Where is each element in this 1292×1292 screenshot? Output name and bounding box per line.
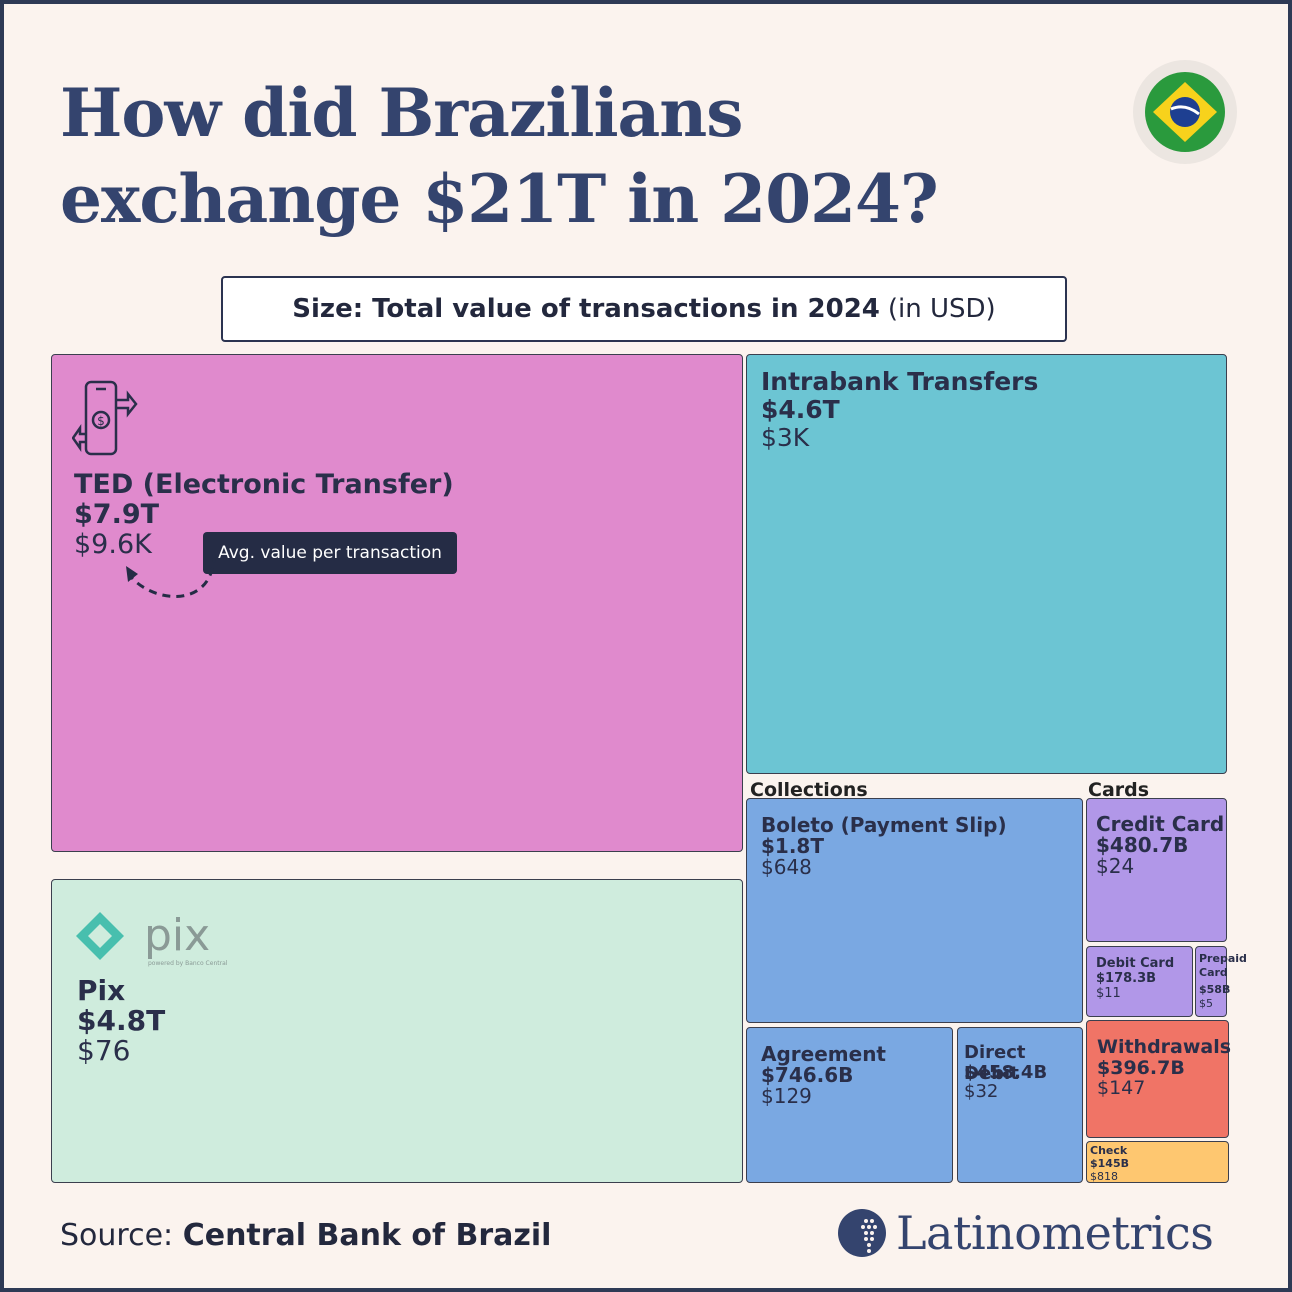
tile-avg-value: $9.6K: [74, 529, 152, 560]
tile-name: Direct Debit: [964, 1042, 1026, 1084]
tile-avg-value: $11: [1096, 986, 1121, 1001]
chart-title: How did Brazilians exchange $21T in 2024…: [60, 70, 1060, 242]
tile-value: $4.6T: [761, 395, 840, 424]
tile-avg-value: $648: [761, 855, 812, 879]
source-line: Source: Central Bank of Brazil: [60, 1218, 551, 1253]
treemap-tile-pix: Pix $4.8T $76: [51, 879, 743, 1183]
tile-value: $178.3B: [1096, 971, 1157, 986]
brand-logo: Latinometrics: [836, 1206, 1214, 1260]
brazil-flag-icon: [1133, 60, 1237, 164]
mobile-transfer-icon: $: [72, 380, 138, 456]
tile-name: Prepaid Card: [1199, 952, 1247, 979]
tile-value: $145B: [1090, 1157, 1129, 1170]
tile-avg-value: $32: [964, 1081, 999, 1102]
tile-avg-value: $3K: [761, 423, 810, 452]
tile-value: $458.4B: [964, 1062, 1048, 1083]
tile-value: $4.8T: [77, 1004, 166, 1037]
tile-avg-value: $5: [1199, 997, 1213, 1010]
treemap-tile-agreement: Agreement $746.6B $129: [746, 1027, 953, 1183]
tile-name: Credit Card: [1096, 812, 1225, 836]
brand-name: Latinometrics: [896, 1206, 1214, 1260]
tile-value: $746.6B: [761, 1063, 854, 1087]
pix-logo-text: pix: [144, 910, 210, 961]
group-label-collections: Collections: [750, 779, 868, 801]
tile-value: $58B: [1199, 983, 1231, 996]
source-label: Source:: [60, 1218, 174, 1253]
tile-name: Check: [1090, 1144, 1128, 1157]
tile-name: Debit Card: [1096, 956, 1175, 971]
chart-title-line-1: How did Brazilians: [60, 74, 743, 152]
source-name: Central Bank of Brazil: [182, 1218, 552, 1253]
treemap-tile-credit-card: Credit Card $480.7B $24: [1086, 798, 1227, 942]
treemap-tile-prepaid-card: Prepaid Card $58B $5: [1195, 946, 1247, 1017]
tile-name: Withdrawals: [1097, 1036, 1232, 1058]
size-legend-text: Size: Total value of transactions in 202…: [292, 294, 880, 324]
size-legend-box: Size: Total value of transactions in 202…: [221, 276, 1067, 342]
tile-avg-value: $147: [1097, 1077, 1146, 1099]
tile-avg-value: $129: [761, 1084, 812, 1108]
avg-value-callout: Avg. value per transaction: [203, 532, 457, 574]
tile-value: $7.9T: [74, 499, 160, 530]
chart-title-line-2: exchange $21T in 2024?: [60, 160, 939, 238]
tile-name: TED (Electronic Transfer): [74, 469, 454, 500]
treemap-tile-check: Check $145B $818: [1086, 1141, 1229, 1183]
treemap-tile-debit-card: Debit Card $178.3B $11: [1086, 946, 1193, 1017]
tile-name: Boleto (Payment Slip): [761, 813, 1007, 837]
treemap-tile-direct-debit: Direct Debit $458.4B $32: [957, 1027, 1083, 1183]
tile-value: $1.8T: [761, 834, 824, 858]
tile-avg-value: $76: [77, 1034, 131, 1067]
pix-logo-subtext: powered by Banco Central: [148, 960, 228, 967]
tile-name: Pix: [77, 974, 126, 1007]
svg-text:$: $: [97, 414, 105, 428]
treemap-tile-intrabank: Intrabank Transfers $4.6T $3K: [746, 354, 1227, 774]
pix-logo-icon: pix powered by Banco Central: [76, 910, 228, 967]
group-label-cards: Cards: [1088, 779, 1150, 801]
tile-name: Intrabank Transfers: [761, 367, 1039, 396]
treemap-tile-boleto: Boleto (Payment Slip) $1.8T $648: [746, 798, 1083, 1023]
tile-avg-value: $24: [1096, 854, 1135, 878]
treemap-tile-ted: TED (Electronic Transfer) $7.9T $9.6K: [51, 354, 743, 852]
size-legend-unit: (in USD): [887, 294, 996, 324]
treemap-tile-withdrawals: Withdrawals $396.7B $147: [1086, 1020, 1232, 1138]
tile-value: $396.7B: [1097, 1057, 1185, 1079]
latinometrics-logo-icon: [838, 1209, 886, 1257]
tile-name: Agreement: [761, 1042, 886, 1066]
callout-arrow-icon: [126, 553, 216, 598]
tile-avg-value: $818: [1090, 1170, 1118, 1183]
tile-value: $480.7B: [1096, 833, 1189, 857]
